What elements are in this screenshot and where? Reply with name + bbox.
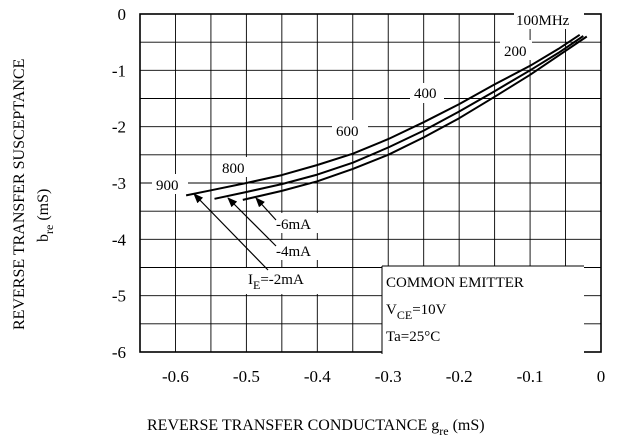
condition-box: COMMON EMITTER VCE=10V Ta=25°C	[382, 266, 584, 354]
x-tick-label: -0.6	[162, 367, 189, 386]
freq-label-100mhz: 100MHz	[516, 13, 570, 29]
y-tick-label: -2	[112, 118, 126, 137]
current-label-6ma: -6mA	[276, 217, 311, 233]
freq-label-200: 200	[504, 44, 527, 60]
arrow-6ma	[256, 198, 276, 220]
y-tick-label: -4	[112, 230, 127, 249]
condition-line-3: Ta=25°C	[386, 329, 440, 345]
x-tick-label: -0.4	[304, 367, 331, 386]
y-tick-label: -6	[112, 343, 126, 362]
x-tick-label: 0	[597, 367, 606, 386]
x-axis-title: REVERSE TRANSFER CONDUCTANCE gre (mS)	[147, 417, 485, 438]
freq-label-900: 900	[156, 178, 179, 194]
freq-label-400: 400	[414, 86, 437, 102]
y-tick-label: -1	[112, 61, 126, 80]
y-axis-symbol: bre (mS)	[35, 189, 56, 242]
condition-line-1: COMMON EMITTER	[386, 275, 524, 291]
y-tick-labels: 0 -1 -2 -3 -4 -5 -6	[112, 5, 127, 362]
y-axis-title: REVERSE TRANSFER SUSCEPTANCE	[11, 59, 28, 330]
arrow-2ma	[194, 194, 268, 270]
y-tick-label: -5	[112, 287, 126, 306]
series-line-2	[215, 36, 584, 199]
y-tick-label: 0	[118, 5, 127, 24]
x-tick-label: -0.2	[446, 367, 473, 386]
x-tick-label: -0.3	[375, 367, 402, 386]
freq-label-800: 800	[222, 161, 245, 177]
frequency-annotations: 100MHz 200 400 600 800 900	[152, 9, 584, 194]
y-tick-label: -3	[112, 174, 126, 193]
arrow-4ma	[228, 198, 276, 246]
x-tick-labels: -0.6 -0.5 -0.4 -0.3 -0.2 -0.1 0	[162, 367, 605, 386]
current-label-4ma: -4mA	[276, 244, 311, 260]
series-line-3	[243, 37, 587, 200]
x-tick-label: -0.1	[517, 367, 544, 386]
freq-label-600: 600	[336, 124, 359, 140]
current-annotations: -6mA -4mA IE=-2mA	[194, 194, 340, 294]
x-tick-label: -0.5	[233, 367, 260, 386]
